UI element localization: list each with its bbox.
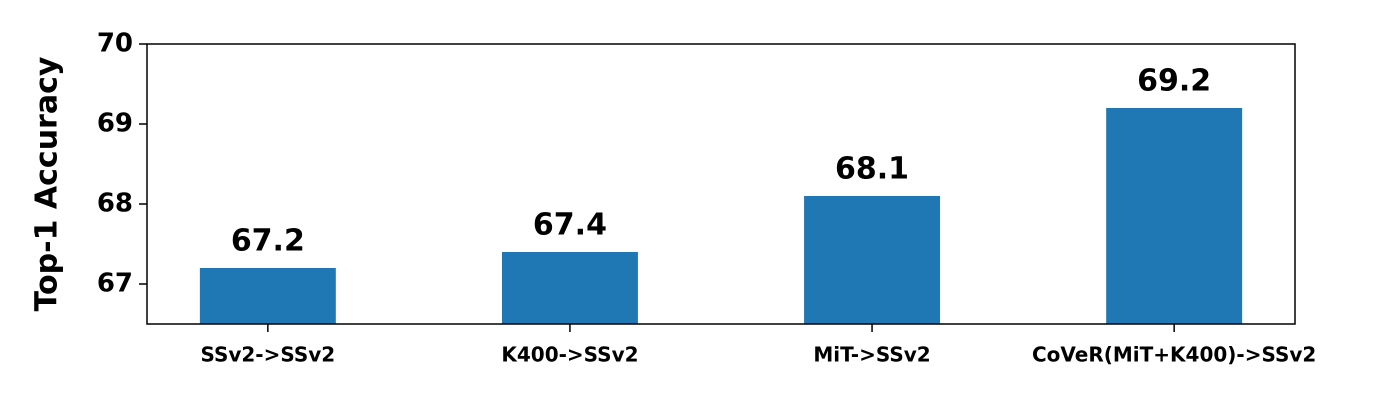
y-tick-label: 70 bbox=[97, 29, 133, 59]
x-tick-label: CoVeR(MiT+K400)->SSv2 bbox=[1032, 343, 1316, 367]
bar bbox=[804, 196, 941, 324]
bar bbox=[1106, 108, 1243, 324]
y-tick-label: 67 bbox=[97, 269, 133, 299]
x-tick-label: K400->SSv2 bbox=[501, 343, 638, 367]
y-axis-label: Top-1 Accuracy bbox=[30, 56, 65, 311]
value-label: 68.1 bbox=[835, 152, 909, 187]
value-label: 69.2 bbox=[1137, 64, 1211, 99]
y-tick-label: 68 bbox=[97, 189, 133, 219]
value-label: 67.2 bbox=[231, 224, 305, 259]
plot-frame bbox=[146, 43, 1296, 325]
x-tick-label: SSv2->SSv2 bbox=[200, 343, 335, 367]
value-label: 67.4 bbox=[533, 208, 607, 243]
bar bbox=[501, 252, 638, 324]
bar bbox=[199, 268, 336, 324]
y-tick-label: 69 bbox=[97, 109, 133, 139]
x-tick-label: MiT->SSv2 bbox=[813, 343, 930, 367]
